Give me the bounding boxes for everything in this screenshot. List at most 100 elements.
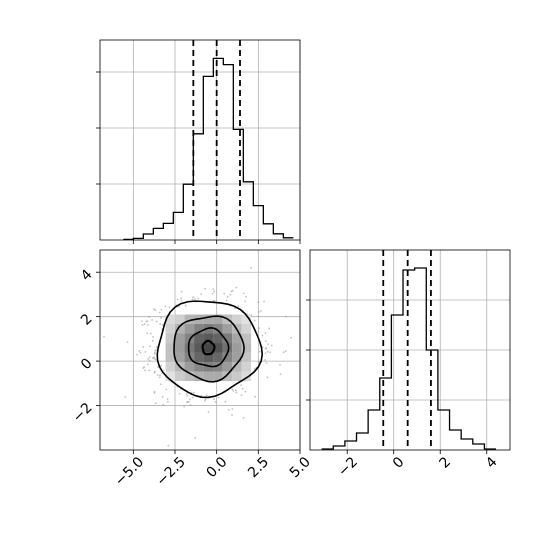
scatter-point [162,403,165,406]
scatter-point [147,323,149,326]
density-cell [165,352,176,363]
density-cell [222,333,233,344]
scatter-point [245,295,247,298]
scatter-point [205,394,208,397]
scatter-point [146,320,149,323]
scatter-point [147,357,150,360]
density-cell [232,333,242,344]
scatter-point [232,389,235,392]
density-cell [232,352,242,363]
density-cell [203,343,214,353]
scatter-point [188,398,191,401]
scatter-point [285,315,287,318]
histogram-y-steps [321,267,497,450]
scatter-point [153,308,156,311]
scatter-point [264,359,267,361]
density-cell [213,371,223,382]
scatter-point [231,388,234,391]
density-cell [175,324,185,334]
scatter-point [142,367,145,369]
y-tick-label: 4 [78,267,96,285]
scatter-point [158,376,161,379]
scatter-point [165,388,168,391]
density-cell [194,362,204,372]
scatter-point [258,350,261,353]
scatter-point [231,289,234,292]
scatter-point [203,399,206,402]
scatter-point [146,332,149,335]
density-cell [175,371,185,382]
scatter-point [180,297,182,300]
scatter-point [264,332,267,334]
scatter-point [258,327,261,329]
contour-line [156,300,264,399]
contour-line [201,339,216,356]
scatter-point [189,404,192,407]
scatter-point [161,396,164,398]
scatter-point [148,356,151,358]
scatter-point [192,296,195,299]
density-cell [241,371,252,382]
scatter-point [143,323,146,326]
scatter-point [267,343,269,346]
scatter-point [194,298,196,300]
histogram-y-ticks [306,299,488,454]
density-cell [241,362,252,372]
density-cell [184,362,195,372]
density-cell [165,343,176,353]
density-cell [165,314,176,325]
scatter-point [166,398,169,401]
scatter-frame [99,249,301,451]
scatter-point [153,391,156,394]
scatter-ticks [96,271,301,454]
scatter-point [214,400,217,403]
scatter-point [167,401,169,403]
scatter-point [224,400,227,403]
scatter-point [159,323,162,325]
scatter-point [253,368,256,370]
density-cell [203,362,214,372]
scatter-point [139,351,142,354]
density-cell [213,362,223,372]
scatter-point [124,396,127,398]
histogram-y-quantile-lines [382,250,432,450]
scatter-point [151,339,154,342]
density-cell [194,371,204,382]
scatter-point [265,340,267,343]
scatter-point [187,400,190,403]
scatter-point [223,292,226,295]
scatter-point [168,306,171,309]
density-cell [213,324,223,334]
scatter-point [144,351,147,353]
scatter-point [141,323,144,326]
scatter-point [148,345,151,348]
x-tick-label: 0.0 [203,454,230,481]
density-cell [175,314,185,325]
scatter-point [265,347,268,350]
scatter-point [152,356,154,359]
density-cell [213,314,223,325]
scatter-point [244,300,246,303]
density-cell [213,343,223,353]
scatter-point [235,286,238,289]
contour-line [173,315,245,383]
scatter-point [151,319,153,321]
density-cell [165,324,176,334]
scatter-point [257,315,260,318]
density-cell [203,314,214,325]
density-cell [241,314,252,325]
scatter-point [138,350,141,352]
scatter-point [237,305,240,308]
scatter-point [154,358,157,361]
density-cell [175,352,185,363]
density-cell [213,333,223,344]
scatter-point [126,341,129,344]
scatter-point [186,394,189,397]
scatter-point [266,350,269,353]
scatter-point [156,374,159,376]
density-cell [175,333,185,344]
scatter-point [265,361,268,364]
scatter-point [160,364,162,367]
density-cell [222,343,233,353]
